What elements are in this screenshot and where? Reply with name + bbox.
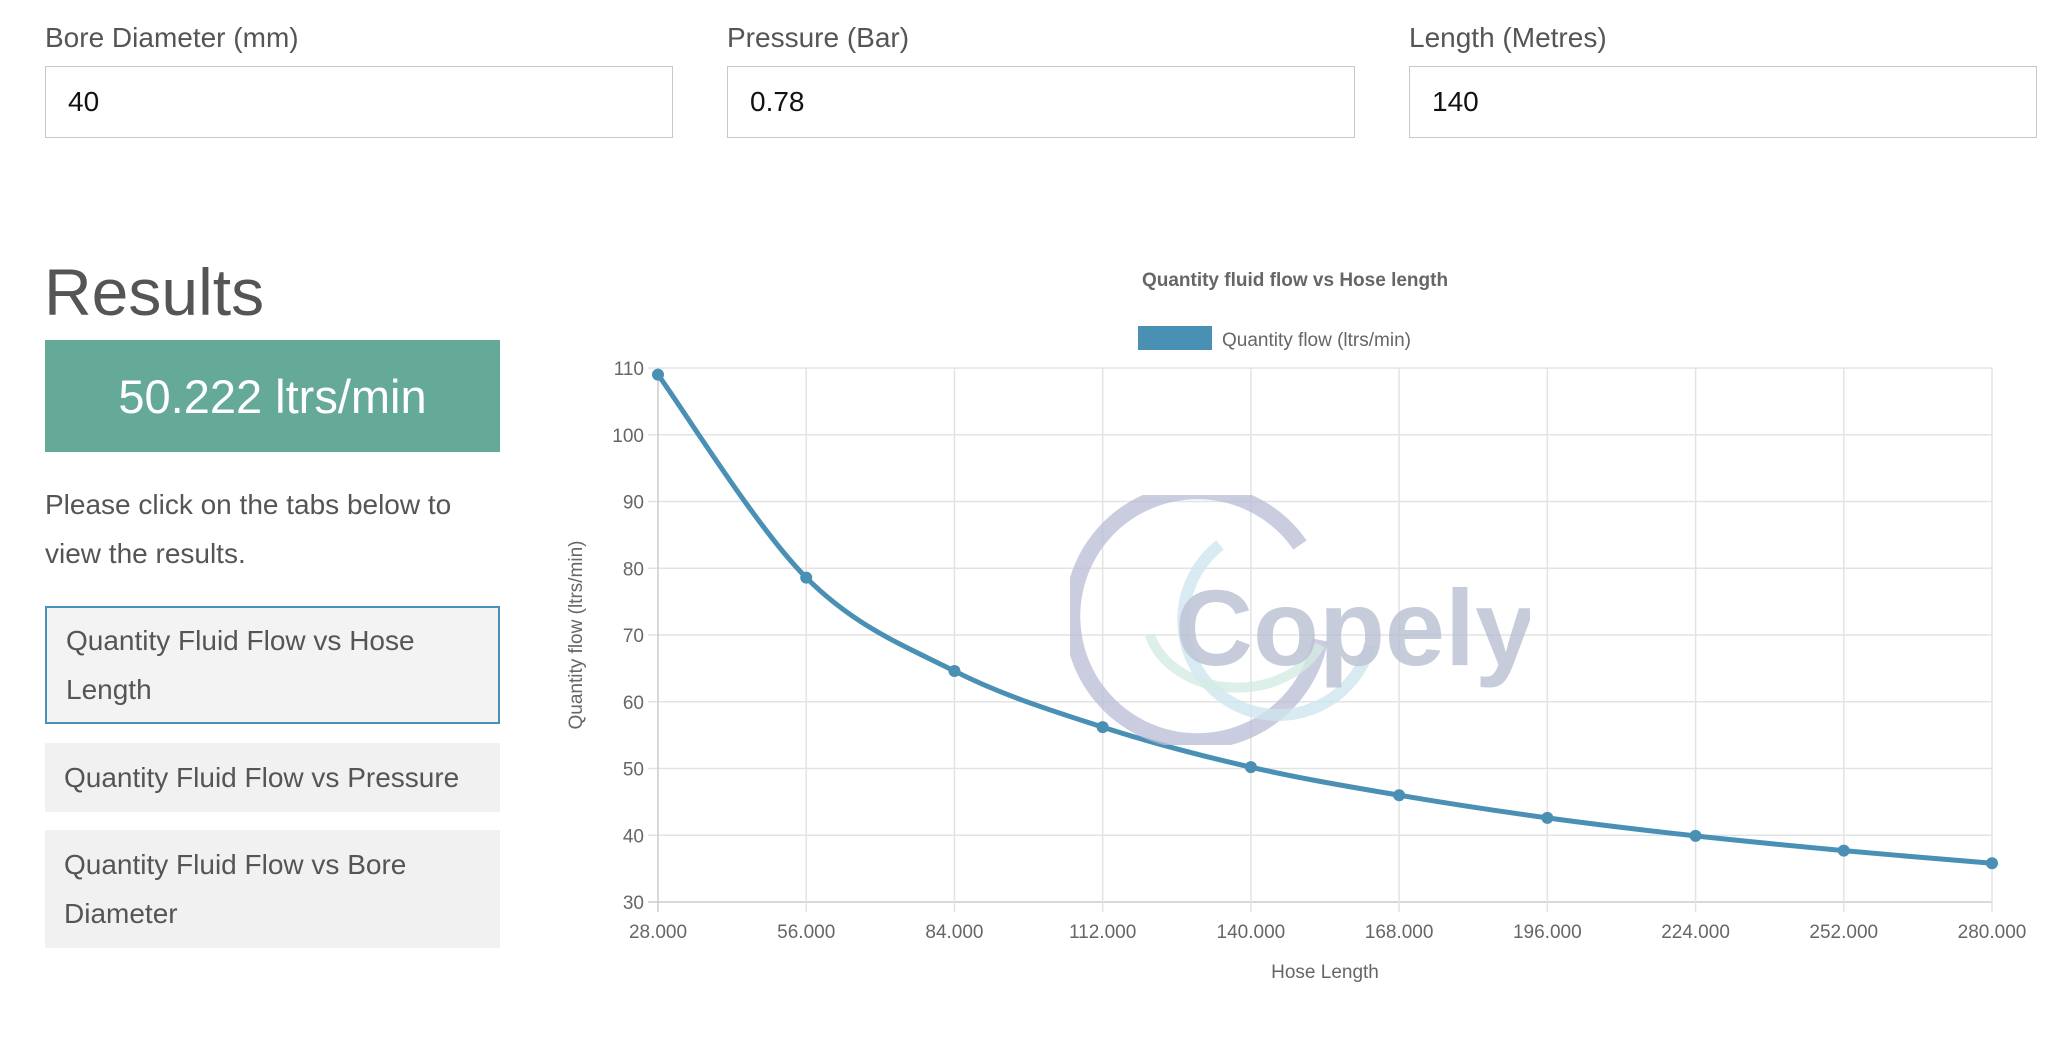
- series-points: [652, 368, 1998, 870]
- data-point: [1096, 721, 1109, 734]
- x-axis-ticks: 28.000 56.000 84.000 112.000 140.000 168.000 1…: [629, 922, 2026, 943]
- data-point: [1837, 844, 1850, 857]
- pressure-label: Pressure (Bar): [727, 22, 910, 53]
- data-point: [1541, 811, 1554, 824]
- bore-diameter-label: Bore Diameter (mm): [45, 22, 299, 53]
- x-tick-label: 112.000: [1069, 922, 1136, 943]
- x-tick-label: 140.000: [1217, 922, 1286, 943]
- data-point: [1986, 857, 1998, 870]
- x-tick-label: 84.000: [925, 922, 983, 943]
- y-axis-ticks: 110 100 90 80 70 60 50 40 30: [612, 359, 644, 914]
- pressure-field: Pressure (Bar): [727, 22, 1355, 138]
- length-label: Length (Metres): [1409, 22, 1607, 53]
- y-axis-label: Quantity flow (ltrs/min): [566, 541, 587, 730]
- results-instructions: Please click on the tabs below to view t…: [45, 489, 452, 569]
- data-point: [800, 571, 813, 584]
- x-tick-label: 252.000: [1809, 922, 1878, 943]
- length-input[interactable]: [1409, 66, 2037, 138]
- watermark-arc-outer: [1070, 495, 1328, 745]
- length-field: Length (Metres): [1409, 22, 2037, 138]
- x-tick-label: 168.000: [1365, 922, 1434, 943]
- legend-label: Quantity flow (ltrs/min): [1222, 330, 1411, 351]
- data-point: [948, 665, 961, 678]
- tab-label: Quantity Fluid Flow vs Bore Diameter: [64, 849, 407, 929]
- y-tick-label: 50: [623, 760, 644, 781]
- x-tick-label: 196.000: [1513, 922, 1582, 943]
- tab-label: Quantity Fluid Flow vs Hose Length: [66, 625, 415, 705]
- tab-flow-vs-pressure[interactable]: Quantity Fluid Flow vs Pressure: [45, 743, 500, 812]
- y-tick-label: 100: [612, 426, 644, 447]
- y-tick-label: 60: [623, 693, 644, 714]
- data-point: [652, 368, 664, 381]
- y-tick-label: 90: [623, 493, 644, 514]
- result-value: 50.222 ltrs/min: [45, 340, 500, 452]
- legend-swatch: [1138, 326, 1212, 350]
- bore-diameter-input[interactable]: [45, 66, 673, 138]
- bore-diameter-field: Bore Diameter (mm): [45, 22, 673, 138]
- y-tick-label: 70: [623, 626, 644, 647]
- flow-chart: Quantity fluid flow vs Hose length Quant…: [566, 270, 2026, 983]
- y-tick-label: 110: [614, 359, 644, 380]
- y-tick-label: 30: [623, 893, 644, 914]
- tab-label: Quantity Fluid Flow vs Pressure: [64, 762, 460, 793]
- watermark-arc-inner: [1177, 540, 1376, 721]
- chart-title: Quantity fluid flow vs Hose length: [1142, 270, 1448, 291]
- data-point: [1244, 761, 1257, 774]
- x-tick-label: 280.000: [1958, 922, 2027, 943]
- tab-flow-vs-hose-length[interactable]: Quantity Fluid Flow vs Hose Length: [45, 606, 500, 724]
- tab-flow-vs-bore-diameter[interactable]: Quantity Fluid Flow vs Bore Diameter: [45, 830, 500, 948]
- data-point: [1689, 829, 1702, 842]
- x-tick-label: 224.000: [1661, 922, 1730, 943]
- x-tick-label: 28.000: [629, 922, 687, 943]
- x-axis-label: Hose Length: [1271, 962, 1379, 983]
- data-point: [1393, 789, 1406, 802]
- series-line: [655, 373, 1993, 866]
- copely-watermark: Copely: [1070, 495, 1530, 745]
- watermark-arc-swoosh: [1145, 633, 1325, 693]
- watermark-text: Copely: [1175, 567, 1530, 688]
- x-tick-label: 56.000: [777, 922, 835, 943]
- y-tick-label: 80: [623, 559, 644, 580]
- y-tick-label: 40: [623, 826, 644, 847]
- results-title: Results: [44, 255, 265, 329]
- pressure-input[interactable]: [727, 66, 1355, 138]
